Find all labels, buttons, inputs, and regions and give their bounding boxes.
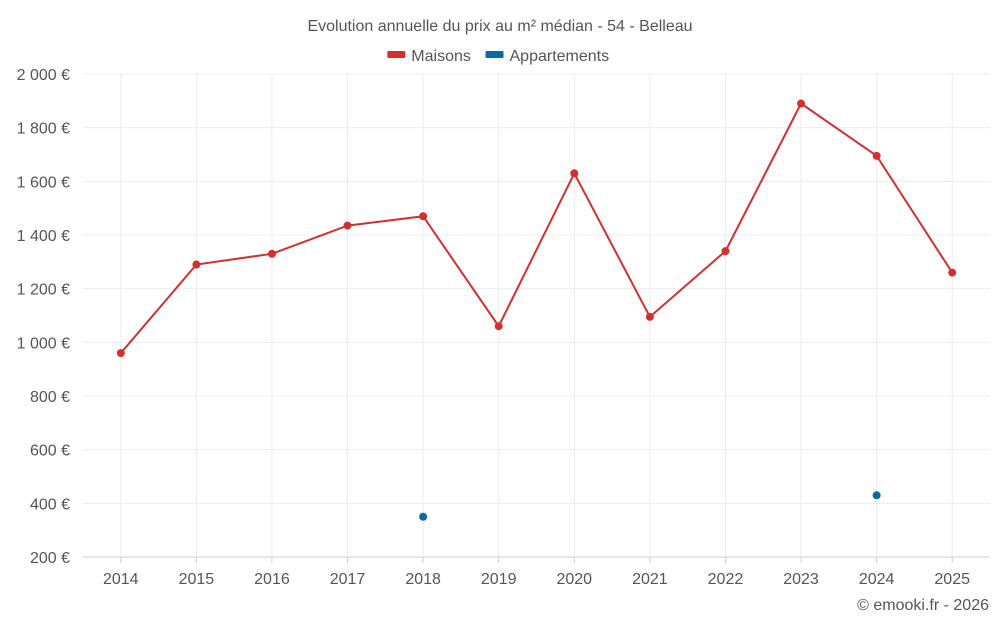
x-tick-label: 2015 — [179, 571, 215, 588]
x-tick-label: 2021 — [632, 571, 668, 588]
y-tick-label: 1 200 € — [17, 282, 70, 299]
data-point-maisons-2021[interactable] — [645, 312, 654, 321]
series-line-maisons — [120, 102, 954, 354]
footer-credit: © emooki.fr - 2026 — [857, 597, 989, 614]
legend-swatch — [387, 51, 406, 58]
data-point-maisons-2019[interactable] — [494, 322, 503, 331]
y-tick-label: 1 800 € — [17, 121, 70, 138]
data-point-maisons-2020[interactable] — [570, 169, 579, 178]
grid — [83, 73, 990, 558]
x-tick-label: 2020 — [556, 571, 592, 588]
y-tick-label: 1 000 € — [17, 335, 70, 352]
data-point-maisons-2022[interactable] — [721, 247, 730, 256]
legend-label: Maisons — [411, 48, 471, 65]
series-group — [116, 99, 957, 521]
y-tick-label: 2 000 € — [17, 67, 70, 84]
x-tick-label: 2025 — [934, 571, 970, 588]
data-point-maisons-2017[interactable] — [343, 221, 352, 230]
y-tick-label: 600 € — [30, 443, 70, 460]
y-tick-label: 1 600 € — [17, 174, 70, 191]
x-tick-label: 2017 — [330, 571, 366, 588]
legend-label: Appartements — [510, 48, 610, 65]
x-tick-label: 2022 — [708, 571, 744, 588]
chart-title: Evolution annuelle du prix au m² médian … — [307, 18, 692, 35]
y-tick-label: 800 € — [30, 389, 70, 406]
x-tick-label: 2016 — [254, 571, 290, 588]
data-point-maisons-2024[interactable] — [872, 151, 881, 160]
data-point-maisons-2025[interactable] — [948, 268, 957, 277]
legend-swatch — [485, 51, 504, 58]
legend[interactable]: Maisons Appartements — [387, 48, 609, 65]
x-axis: 2014 2015 2016 2017 2018 2019 2020 2021 2022 2023… — [103, 557, 970, 588]
x-tick-label: 2018 — [405, 571, 441, 588]
legend-item-appartements[interactable]: Appartements — [485, 48, 610, 65]
data-point-appartements-2024[interactable] — [872, 491, 881, 500]
data-point-maisons-2014[interactable] — [116, 349, 125, 358]
x-tick-label: 2014 — [103, 571, 139, 588]
legend-item-maisons[interactable]: Maisons — [387, 48, 471, 65]
y-axis: 200 € 400 € 600 € 800 € 1 000 € 1 200 € 1 400 … — [17, 67, 70, 567]
x-tick-label: 2019 — [481, 571, 517, 588]
data-point-maisons-2018[interactable] — [419, 212, 428, 221]
x-tick-label: 2023 — [783, 571, 819, 588]
y-tick-label: 400 € — [30, 496, 70, 513]
data-point-maisons-2016[interactable] — [267, 249, 276, 258]
y-tick-label: 200 € — [30, 550, 70, 567]
data-point-maisons-2015[interactable] — [192, 260, 201, 269]
x-tick-label: 2024 — [859, 571, 895, 588]
data-point-appartements-2018[interactable] — [419, 512, 428, 521]
data-point-maisons-2023[interactable] — [797, 99, 806, 108]
y-tick-label: 1 400 € — [17, 228, 70, 245]
